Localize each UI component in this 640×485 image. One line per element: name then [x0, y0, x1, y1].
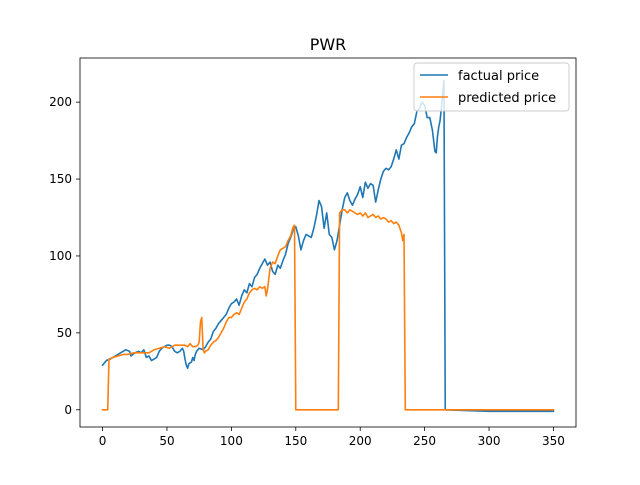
y-tick-label: 50 [57, 326, 72, 340]
y-tick-label: 150 [49, 172, 72, 186]
x-tick-label: 250 [413, 434, 436, 448]
y-tick-label: 200 [49, 95, 72, 109]
legend-label-1: factual price [458, 69, 539, 84]
x-tick-label: 350 [542, 434, 565, 448]
x-tick-label: 200 [349, 434, 372, 448]
legend-box [413, 62, 570, 112]
x-axis: 0 50 100 150 200 250 300 350 [99, 427, 565, 448]
x-tick-label: 100 [220, 434, 243, 448]
legend-label-2: predicted price [458, 91, 556, 106]
y-axis: 0 50 100 150 200 [49, 95, 80, 417]
x-tick-label: 150 [284, 434, 307, 448]
legend: factual price predicted price [413, 62, 570, 112]
plot-area [79, 57, 577, 428]
y-tick-label: 100 [49, 249, 72, 263]
series-line-2 [101, 209, 555, 411]
x-tick-label: 50 [159, 434, 174, 448]
chart-title: PWR [310, 35, 347, 54]
series-line-1 [101, 79, 555, 413]
axes-frame [79, 57, 577, 428]
y-tick-label: 0 [64, 403, 72, 417]
x-tick-label: 300 [478, 434, 501, 448]
x-tick-label: 0 [99, 434, 107, 448]
